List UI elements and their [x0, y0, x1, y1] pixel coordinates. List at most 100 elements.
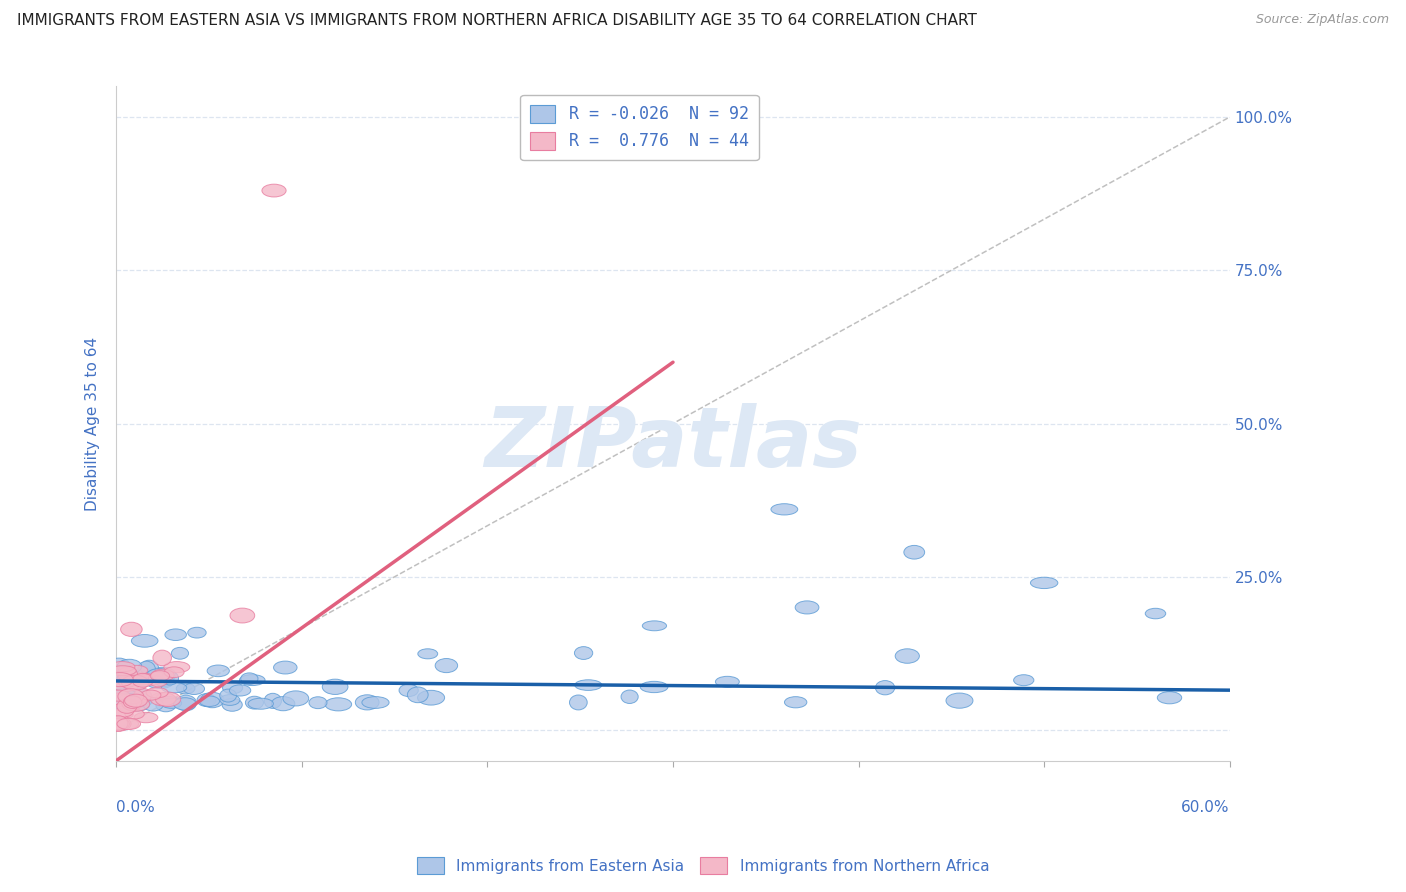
Ellipse shape: [785, 697, 807, 708]
Ellipse shape: [246, 697, 263, 709]
Ellipse shape: [152, 669, 174, 681]
Ellipse shape: [946, 693, 973, 708]
Ellipse shape: [876, 681, 894, 695]
Ellipse shape: [271, 697, 295, 711]
Ellipse shape: [176, 695, 197, 711]
Ellipse shape: [105, 710, 134, 720]
Ellipse shape: [108, 665, 136, 675]
Ellipse shape: [125, 694, 148, 707]
Ellipse shape: [136, 691, 153, 706]
Ellipse shape: [325, 698, 352, 711]
Text: 0.0%: 0.0%: [117, 799, 155, 814]
Ellipse shape: [149, 667, 176, 682]
Ellipse shape: [110, 689, 136, 700]
Legend: R = -0.026  N = 92, R =  0.776  N = 44: R = -0.026 N = 92, R = 0.776 N = 44: [520, 95, 759, 161]
Ellipse shape: [110, 715, 128, 731]
Ellipse shape: [643, 621, 666, 631]
Ellipse shape: [122, 697, 150, 712]
Ellipse shape: [188, 627, 207, 638]
Y-axis label: Disability Age 35 to 64: Disability Age 35 to 64: [86, 336, 100, 510]
Ellipse shape: [146, 669, 172, 681]
Ellipse shape: [120, 692, 136, 707]
Ellipse shape: [121, 623, 142, 636]
Ellipse shape: [418, 648, 437, 659]
Ellipse shape: [122, 694, 142, 706]
Ellipse shape: [222, 698, 242, 711]
Ellipse shape: [111, 680, 128, 690]
Ellipse shape: [117, 672, 142, 686]
Ellipse shape: [162, 672, 179, 685]
Ellipse shape: [134, 713, 157, 723]
Ellipse shape: [207, 665, 229, 677]
Ellipse shape: [138, 661, 156, 677]
Ellipse shape: [264, 693, 281, 708]
Ellipse shape: [361, 697, 389, 708]
Ellipse shape: [247, 698, 273, 709]
Ellipse shape: [418, 690, 444, 705]
Ellipse shape: [121, 675, 149, 690]
Ellipse shape: [125, 665, 148, 675]
Ellipse shape: [796, 601, 818, 614]
Ellipse shape: [434, 658, 457, 673]
Ellipse shape: [117, 659, 142, 673]
Ellipse shape: [621, 690, 638, 704]
Ellipse shape: [141, 660, 159, 675]
Ellipse shape: [153, 650, 172, 665]
Ellipse shape: [125, 709, 145, 719]
Ellipse shape: [107, 693, 129, 704]
Ellipse shape: [120, 693, 139, 704]
Ellipse shape: [125, 695, 149, 707]
Text: 60.0%: 60.0%: [1181, 799, 1230, 814]
Ellipse shape: [240, 673, 259, 684]
Ellipse shape: [1031, 577, 1057, 589]
Ellipse shape: [262, 184, 285, 197]
Ellipse shape: [107, 673, 134, 687]
Ellipse shape: [105, 716, 131, 731]
Ellipse shape: [138, 675, 163, 685]
Ellipse shape: [132, 673, 153, 687]
Ellipse shape: [108, 658, 129, 673]
Ellipse shape: [118, 667, 138, 682]
Ellipse shape: [117, 719, 139, 729]
Text: ZIPatlas: ZIPatlas: [484, 403, 862, 484]
Ellipse shape: [107, 694, 129, 705]
Ellipse shape: [274, 661, 297, 674]
Ellipse shape: [156, 698, 176, 712]
Ellipse shape: [309, 697, 328, 708]
Ellipse shape: [174, 698, 197, 710]
Ellipse shape: [165, 629, 187, 640]
Ellipse shape: [162, 682, 187, 693]
Ellipse shape: [569, 695, 588, 710]
Ellipse shape: [124, 691, 143, 706]
Ellipse shape: [162, 698, 181, 708]
Ellipse shape: [118, 696, 145, 709]
Ellipse shape: [117, 718, 141, 730]
Ellipse shape: [156, 692, 181, 706]
Ellipse shape: [150, 671, 170, 681]
Ellipse shape: [1014, 674, 1033, 686]
Ellipse shape: [219, 690, 236, 702]
Ellipse shape: [150, 692, 176, 706]
Ellipse shape: [201, 692, 224, 707]
Ellipse shape: [118, 689, 143, 704]
Ellipse shape: [184, 683, 204, 695]
Ellipse shape: [125, 689, 150, 702]
Ellipse shape: [117, 699, 136, 714]
Text: IMMIGRANTS FROM EASTERN ASIA VS IMMIGRANTS FROM NORTHERN AFRICA DISABILITY AGE 3: IMMIGRANTS FROM EASTERN ASIA VS IMMIGRAN…: [17, 13, 977, 29]
Ellipse shape: [131, 634, 157, 648]
Ellipse shape: [108, 671, 128, 681]
Ellipse shape: [108, 718, 129, 730]
Ellipse shape: [172, 648, 188, 659]
Ellipse shape: [176, 683, 195, 694]
Ellipse shape: [124, 697, 143, 709]
Ellipse shape: [107, 690, 134, 701]
Ellipse shape: [640, 681, 668, 692]
Ellipse shape: [229, 685, 250, 696]
Ellipse shape: [146, 677, 173, 689]
Ellipse shape: [143, 698, 163, 711]
Legend: Immigrants from Eastern Asia, Immigrants from Northern Africa: Immigrants from Eastern Asia, Immigrants…: [411, 851, 995, 880]
Ellipse shape: [111, 695, 132, 709]
Ellipse shape: [105, 693, 132, 706]
Ellipse shape: [239, 674, 266, 686]
Ellipse shape: [165, 667, 184, 678]
